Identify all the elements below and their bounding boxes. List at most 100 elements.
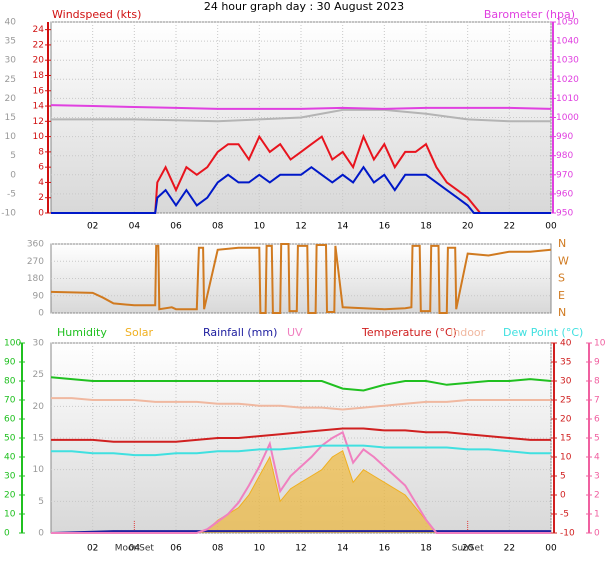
y-tick-label: 100 [4,339,21,349]
y-tick-label: 9 [594,358,600,368]
series-line [51,430,551,534]
y-tick-label: N [558,237,566,250]
x-tick-label: 06 [170,544,182,554]
y-tick-label: 5 [38,497,44,507]
series-line [51,397,551,411]
x-tick-label: 16 [379,222,391,232]
y-tick-label: 1040 [556,37,579,47]
x-tick-label: 18 [420,544,432,554]
y-tick-label: 12 [33,117,44,127]
x-tick-label: 10 [254,544,266,554]
legend-entry: Solar [125,326,154,339]
legend-entry: Indoor [450,326,486,339]
series-line [51,427,551,443]
y-tick-label: 35 [560,358,571,368]
x-tick-label: 04 [129,222,141,232]
y-tick-label: 18 [33,71,45,81]
legend-entry: Humidity [57,326,107,339]
x-tick-label: 04 [129,544,141,554]
y-tick-label: 40 [560,339,572,349]
series-line [50,104,552,110]
x-tick-label: 22 [504,544,515,554]
x-tick-label: 14 [337,222,349,232]
x-tick-label: 00 [545,222,557,232]
event-label: MoonSet [115,544,155,554]
y-tick-label: W [558,254,569,267]
y-tick-label: 10 [5,132,17,142]
y-tick-label: 180 [27,274,44,284]
y-tick-label: S [558,272,565,285]
y-tick-label: 1000 [556,113,579,123]
y-tick-label: 0 [594,529,600,539]
y-tick-label: 35 [5,37,16,47]
y-tick-label: 70 [4,396,16,406]
y-tick-label: 30 [560,377,572,387]
y-tick-label: 30 [5,56,17,66]
y-tick-label: -10 [560,529,575,539]
y-tick-label: 10 [33,132,45,142]
y-tick-label: 20 [5,94,17,104]
y-tick-label: 10 [594,339,606,349]
y-tick-label: 22 [33,40,44,50]
series-line [50,376,552,392]
x-tick-label: 20 [462,544,474,554]
y-tick-label: 8 [594,377,600,387]
y-tick-label: 360 [27,240,44,250]
axis-title: Windspeed (kts) [52,8,141,21]
y-tick-label: 10 [33,465,45,475]
y-tick-label: 5 [594,434,600,444]
y-tick-label: 0 [4,529,10,539]
x-tick-label: 00 [545,544,557,554]
x-tick-label: 22 [504,222,515,232]
axis-title: Barometer (hpa) [484,8,575,21]
y-tick-label: -5 [560,510,569,520]
y-tick-label: 1050 [556,18,579,28]
y-tick-label: 60 [4,415,16,425]
y-tick-label: 2 [38,193,44,203]
series-line [51,444,551,457]
y-tick-label: 80 [4,377,16,387]
x-tick-label: 02 [87,222,98,232]
series-line [50,243,552,314]
y-tick-label: 25 [560,396,571,406]
legend-entry: Rainfall (mm) [203,326,277,339]
y-tick-label: 10 [4,510,16,520]
y-tick-label: 20 [4,491,16,501]
y-tick-label: 40 [4,453,16,463]
legend-entry: UV [287,326,303,339]
y-tick-label: 6 [594,415,600,425]
y-tick-label: 5 [10,151,16,161]
y-tick-label: 30 [33,339,45,349]
legend-entry: Temperature (°C) [361,326,457,339]
y-tick-label: -10 [1,209,16,219]
y-tick-label: 10 [560,453,572,463]
y-tick-label: 0 [38,209,44,219]
y-tick-label: 7 [594,396,600,406]
y-tick-label: 25 [33,370,44,380]
legend-entry: Dew Point (°C) [503,326,583,339]
series-line [51,133,551,214]
x-tick-label: 12 [295,544,306,554]
y-tick-label: 8 [38,147,44,157]
area [51,450,551,533]
y-tick-label: 980 [556,151,573,161]
y-tick-label: 3 [594,472,600,482]
x-tick-label: 18 [420,222,432,232]
y-tick-label: 6 [38,163,44,173]
series-line [50,530,551,534]
y-tick-label: 0 [38,529,44,539]
y-tick-label: 990 [556,132,573,142]
y-tick-label: 40 [5,18,17,28]
y-tick-label: 0 [10,170,16,180]
x-tick-label: 08 [212,544,224,554]
x-tick-label: 06 [170,222,182,232]
y-tick-label: 20 [33,56,45,66]
y-tick-label: 15 [33,434,44,444]
y-tick-label: 960 [556,189,573,199]
y-tick-label: 1010 [556,94,579,104]
y-tick-label: E [558,289,565,302]
x-tick-label: 14 [337,544,349,554]
y-tick-label: 15 [5,113,16,123]
y-tick-label: 0 [560,491,566,501]
